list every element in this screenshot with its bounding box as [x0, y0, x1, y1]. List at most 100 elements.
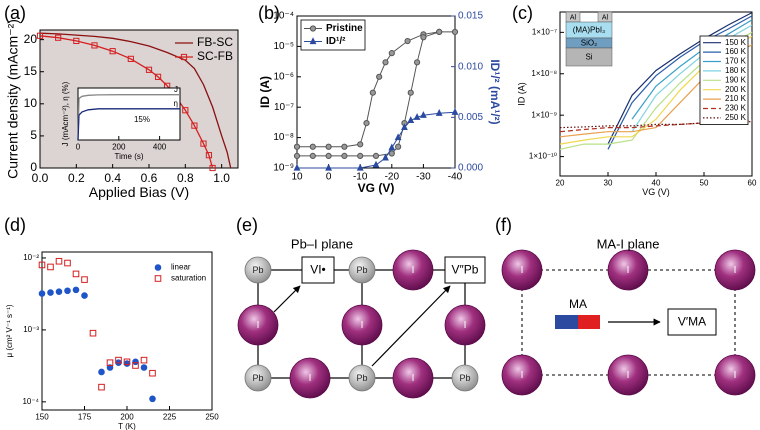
data-point [325, 143, 332, 150]
x-axis-label: T (K) [118, 422, 136, 430]
atom-label: I [627, 265, 630, 276]
atom-label: I [412, 265, 415, 276]
molecule-red [578, 315, 600, 329]
y2-tick-label: 0.010 [458, 61, 483, 72]
series-line [297, 31, 455, 157]
data-point [81, 276, 88, 283]
vacancy-label: VI• [310, 263, 326, 277]
y-tick-label: 10⁻³ [23, 325, 39, 334]
panel-label: (b) [258, 3, 280, 23]
y-tick-label: 1×10⁻⁹ [531, 110, 557, 119]
data-point [89, 329, 97, 337]
series-label: J [174, 85, 178, 94]
iodine-atom [607, 354, 649, 396]
data-point [200, 140, 207, 147]
y-tick-label: 15 [24, 64, 38, 78]
data-point [325, 163, 333, 171]
iodine-atom [237, 304, 279, 346]
x-tick-label: -40 [448, 172, 463, 183]
legend-label: 170 K [725, 57, 747, 66]
data-point [127, 55, 134, 62]
device-layer-label: Al [602, 14, 609, 21]
iodine-atom [714, 249, 756, 291]
y-tick-label: 1×10⁻⁷ [532, 27, 557, 36]
data-point [47, 263, 54, 271]
molecule-label: MA [569, 297, 587, 311]
data-point [106, 359, 114, 366]
y-tick-label: 10⁻⁹ [273, 163, 294, 174]
x-tick-label: 40 [652, 178, 661, 187]
data-point [81, 292, 88, 299]
data-point [407, 89, 414, 96]
data-point [145, 66, 153, 73]
data-point [388, 50, 395, 57]
y-axis-label: Current density (mAcm⁻²) [5, 19, 21, 179]
data-point [309, 37, 317, 45]
data-point [154, 275, 162, 282]
x-tick-label: 225 [163, 412, 177, 421]
panel-label: (a) [4, 3, 26, 23]
iodine-atom [392, 357, 434, 399]
data-point [413, 113, 421, 120]
data-point [55, 34, 62, 41]
data-point [363, 119, 370, 127]
y2-tick-label: 0.000 [458, 163, 483, 174]
data-point [356, 163, 364, 171]
y-tick-label: 1×10⁻¹⁰ [529, 152, 557, 161]
data-point [38, 261, 46, 269]
y-tick-label: 10⁻⁸ [273, 132, 294, 143]
panel-label: (c) [512, 3, 533, 23]
x-axis-label: VG (V) [358, 181, 395, 195]
data-point [388, 150, 395, 157]
atom-label: I [734, 265, 737, 276]
data-point [419, 111, 427, 118]
data-point [451, 108, 459, 115]
atom-label: Pb [356, 373, 367, 383]
x-tick-label: 20 [556, 178, 565, 187]
y-tick-label: 10⁻² [23, 253, 39, 262]
lead-atom [244, 256, 272, 284]
x-tick-label: 400 [153, 142, 167, 151]
data-point [293, 163, 301, 171]
atom-label: I [627, 370, 630, 381]
data-point [407, 116, 415, 123]
data-point [98, 383, 105, 391]
data-point [372, 160, 380, 168]
atom-label: I [257, 320, 260, 331]
y-tick-label: 10 [24, 96, 38, 110]
iodine-atom [501, 249, 543, 291]
series-line [607, 12, 753, 145]
data-point [341, 152, 348, 160]
iodine-atom [714, 354, 756, 396]
legend-label: FB-SC [197, 35, 233, 49]
legend-label: SC-FB [197, 49, 233, 63]
data-point [341, 143, 348, 150]
y-axis-label: J (mAcm⁻²), η (%) [61, 81, 70, 146]
x-axis-label: Time (s) [114, 152, 143, 161]
data-point [436, 28, 443, 35]
data-point [394, 133, 402, 141]
vacancy-box [301, 256, 335, 284]
iodine-atom [392, 249, 434, 291]
data-point [388, 143, 396, 151]
data-point [182, 107, 189, 114]
data-point [132, 362, 139, 369]
x-tick-label: 200 [112, 142, 126, 151]
data-point [123, 358, 131, 366]
legend-box [300, 19, 366, 51]
legend-label: 200 K [725, 85, 747, 94]
legend-label: Pristine [326, 23, 363, 34]
diagram-title: MA-I plane [597, 236, 660, 251]
data-point [293, 152, 301, 160]
data-point [395, 143, 402, 150]
legend-label: 250 K [725, 113, 747, 122]
arrow [371, 285, 451, 367]
x-tick-label: 60 [748, 178, 757, 187]
data-point [382, 153, 389, 161]
lead-atom [451, 364, 479, 392]
data-point [73, 37, 80, 45]
series-line [631, 19, 753, 120]
y-axis-label: ID (A) [258, 76, 272, 108]
x-tick-label: -10 [353, 172, 368, 183]
series-label: η [174, 99, 178, 108]
